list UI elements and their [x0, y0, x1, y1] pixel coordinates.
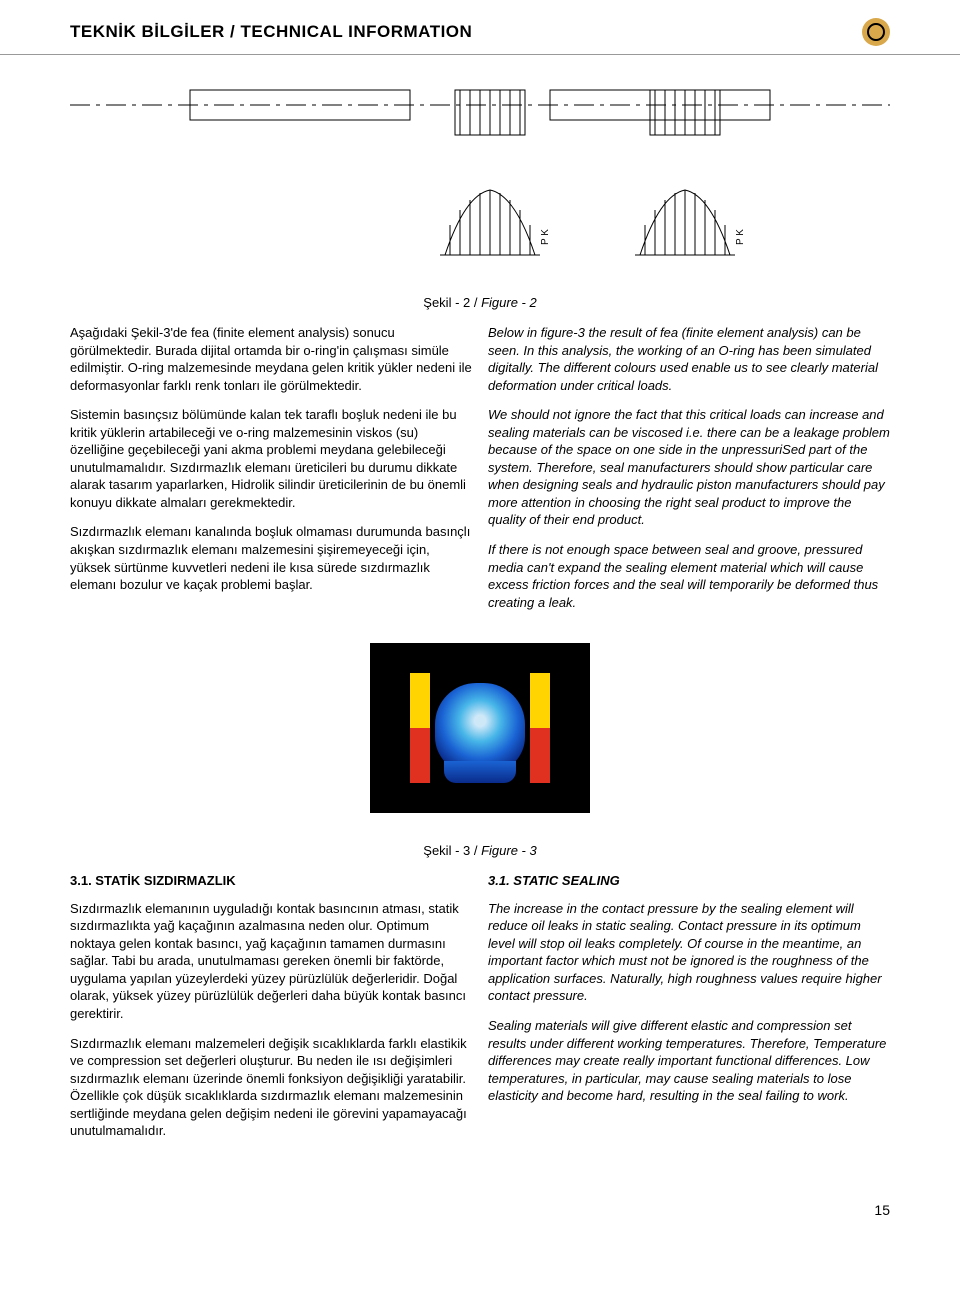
figure-2-caption: Şekil - 2 / Figure - 2: [0, 295, 960, 310]
english-column-1: Below in figure-3 the result of fea (fin…: [488, 324, 890, 623]
tr-31-para-2: Sızdırmazlık elemanı malzemeleri değişik…: [70, 1035, 472, 1140]
tr-para-1: Aşağıdaki Şekil-3'de fea (finite element…: [70, 324, 472, 394]
en-para-1: Below in figure-3 the result of fea (fin…: [488, 324, 890, 394]
figure-3-caption-tr: Şekil - 3 /: [423, 843, 481, 858]
pk-label-1: P K: [540, 229, 551, 245]
text-block-1: Aşağıdaki Şekil-3'de fea (finite element…: [0, 324, 960, 623]
en-para-3: If there is not enough space between sea…: [488, 541, 890, 611]
tr-para-2: Sistemin basınçsız bölümünde kalan tek t…: [70, 406, 472, 511]
fea-figure: [370, 643, 590, 813]
page-title: TEKNİK BİLGİLER / TECHNICAL INFORMATION: [70, 22, 472, 42]
en-para-2: We should not ignore the fact that this …: [488, 406, 890, 529]
section-3-1-heading-tr: 3.1. STATİK SIZDIRMAZLIK: [70, 872, 472, 890]
pk-label-2: P K: [735, 229, 746, 245]
fea-right-bar-icon: [530, 673, 550, 783]
page-number: 15: [0, 1172, 960, 1248]
english-column-2: 3.1. STATIC SEALING The increase in the …: [488, 872, 890, 1152]
figure-3-caption: Şekil - 3 / Figure - 3: [0, 843, 960, 858]
oring-schematic-icon: P K P K: [70, 75, 890, 275]
turkish-column-1: Aşağıdaki Şekil-3'de fea (finite element…: [70, 324, 472, 623]
page-header: TEKNİK BİLGİLER / TECHNICAL INFORMATION: [0, 0, 960, 55]
oring-diagram: P K P K: [70, 75, 890, 275]
figure-3-caption-en: Figure - 3: [481, 843, 537, 858]
text-block-2: 3.1. STATİK SIZDIRMAZLIK Sızdırmazlık el…: [0, 872, 960, 1152]
figure-2-caption-tr: Şekil - 2 /: [423, 295, 481, 310]
en-31-para-1: The increase in the contact pressure by …: [488, 900, 890, 1005]
turkish-column-2: 3.1. STATİK SIZDIRMAZLIK Sızdırmazlık el…: [70, 872, 472, 1152]
tr-para-3: Sızdırmazlık elemanı kanalında boşluk ol…: [70, 523, 472, 593]
brand-logo-icon: [862, 18, 890, 46]
fea-oring-icon: [435, 683, 525, 773]
section-3-1-heading-en: 3.1. STATIC SEALING: [488, 872, 890, 890]
figure-2-caption-en: Figure - 2: [481, 295, 537, 310]
tr-31-para-1: Sızdırmazlık elemanının uyguladığı konta…: [70, 900, 472, 1023]
en-31-para-2: Sealing materials will give different el…: [488, 1017, 890, 1105]
fea-left-bar-icon: [410, 673, 430, 783]
